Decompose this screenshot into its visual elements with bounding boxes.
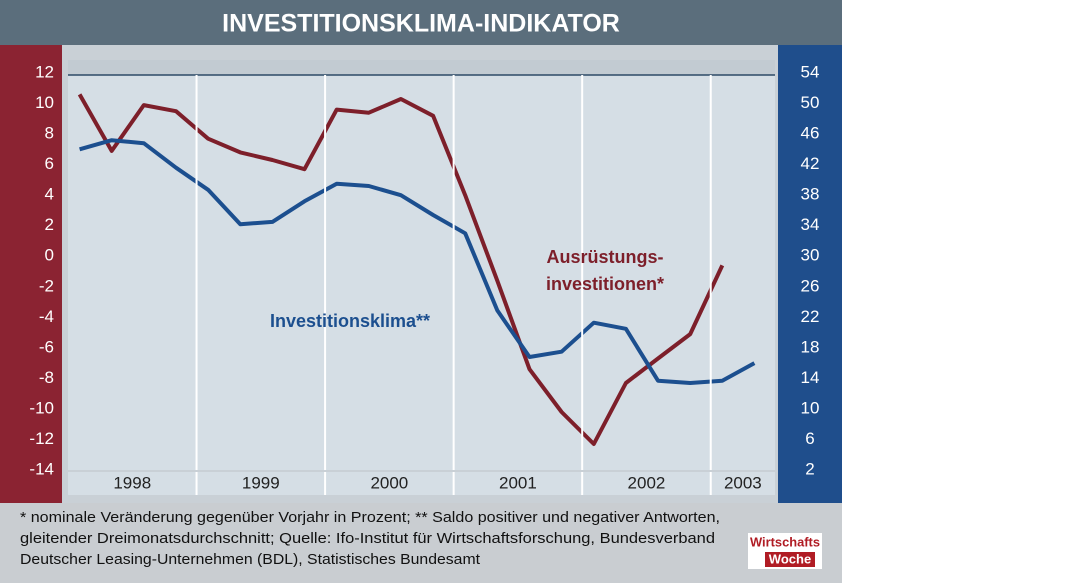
y-tick-label: 0 xyxy=(45,246,54,265)
logo: Woche xyxy=(769,551,811,566)
left-axis-panel xyxy=(0,45,62,503)
y2-tick-label: 54 xyxy=(801,62,820,81)
x-tick-label: 2001 xyxy=(499,473,537,492)
logo: Wirtschafts xyxy=(750,534,820,549)
y-tick-label: -14 xyxy=(29,459,54,478)
y-tick-label: -4 xyxy=(39,307,54,326)
y2-tick-label: 30 xyxy=(801,246,820,265)
plot-area xyxy=(68,75,775,470)
y2-tick-label: 34 xyxy=(801,215,820,234)
y2-tick-label: 46 xyxy=(801,124,820,143)
y2-tick-label: 18 xyxy=(801,337,820,356)
footnote-area xyxy=(0,503,842,583)
y2-tick-label: 6 xyxy=(805,429,814,448)
y-tick-label: 10 xyxy=(35,93,54,112)
series-label: Investitionsklima** xyxy=(270,311,430,331)
y-tick-label: -8 xyxy=(39,368,54,387)
y-tick-label: 8 xyxy=(45,124,54,143)
footnote: Deutscher Leasing-Unternehmen (BDL), Sta… xyxy=(20,551,481,568)
y-tick-label: -12 xyxy=(29,429,54,448)
footnote: * nominale Veränderung gegenüber Vorjahr… xyxy=(20,509,720,526)
y2-tick-label: 22 xyxy=(801,307,820,326)
y-tick-label: -10 xyxy=(29,398,54,417)
series-line xyxy=(79,138,756,385)
chart-title: INVESTITIONSKLIMA-INDIKATOR xyxy=(222,10,620,38)
y2-tick-label: 26 xyxy=(801,276,820,295)
y-tick-label: 4 xyxy=(45,185,54,204)
series-line xyxy=(77,93,725,446)
right-axis-panel xyxy=(778,45,842,503)
y-tick-label: -6 xyxy=(39,337,54,356)
y-tick-label: 2 xyxy=(45,215,54,234)
y2-tick-label: 50 xyxy=(801,93,820,112)
x-tick-label: 1999 xyxy=(242,473,280,492)
title-bar xyxy=(0,0,842,45)
x-tick-label: 1998 xyxy=(113,473,151,492)
x-tick-label: 2003 xyxy=(724,473,762,492)
y2-tick-label: 38 xyxy=(801,185,820,204)
series-label: investitionen* xyxy=(546,274,664,294)
year-band xyxy=(68,472,775,495)
logo-bar xyxy=(765,552,815,567)
y-tick-label: 6 xyxy=(45,154,54,173)
series-label: Ausrüstungs- xyxy=(547,247,664,267)
x-tick-label: 2002 xyxy=(628,473,666,492)
y-tick-label: -2 xyxy=(39,276,54,295)
plot-top-band xyxy=(68,60,775,75)
y-tick-label: 12 xyxy=(35,62,54,81)
y2-tick-label: 2 xyxy=(805,459,814,478)
y2-tick-label: 14 xyxy=(801,368,820,387)
y2-tick-label: 42 xyxy=(801,154,820,173)
footnote: gleitender Dreimonatsdurchschnitt; Quell… xyxy=(20,530,715,547)
x-tick-label: 2000 xyxy=(370,473,408,492)
y2-tick-label: 10 xyxy=(801,398,820,417)
